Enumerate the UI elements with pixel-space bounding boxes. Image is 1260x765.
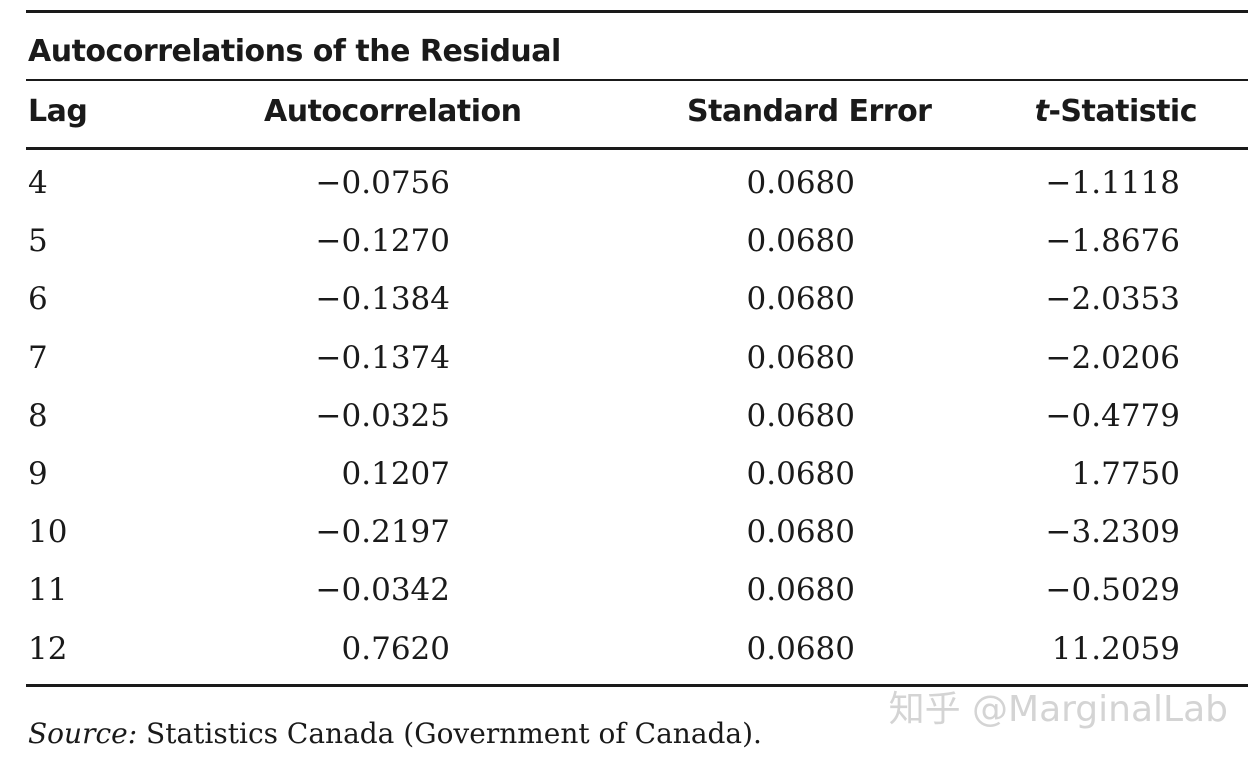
- cell-lag: 12: [28, 630, 68, 667]
- cell-autocorrelation: −0.1384: [315, 281, 450, 318]
- cell-lag: 4: [28, 165, 48, 201]
- watermark: 知乎 @MarginalLab: [888, 689, 1228, 730]
- table-body: 4 −0.0756 0.0680 −1.1118 5 −0.1270 0.068…: [0, 154, 1260, 678]
- table-title-rule: [26, 79, 1248, 81]
- cell-autocorrelation: −0.1374: [315, 339, 450, 376]
- cell-lag: 10: [28, 514, 68, 551]
- header-t-statistic: t-Statistic: [1034, 90, 1198, 134]
- cell-autocorrelation: −0.2197: [315, 514, 450, 551]
- cell-t-statistic: −1.8676: [1045, 223, 1180, 260]
- cell-standard-error: 0.0680: [746, 165, 855, 201]
- cell-standard-error: 0.0680: [746, 572, 855, 609]
- cell-standard-error: 0.0680: [746, 514, 855, 551]
- header-autocorrelation: Autocorrelation: [264, 94, 522, 129]
- table-row: 9 0.1207 0.0680 1.7750: [0, 445, 1260, 503]
- cell-autocorrelation: 0.7620: [341, 630, 450, 667]
- cell-standard-error: 0.0680: [746, 281, 855, 318]
- header-lag: Lag: [28, 94, 88, 129]
- cell-t-statistic: −0.5029: [1045, 572, 1180, 609]
- cell-t-statistic: −0.4779: [1045, 397, 1180, 434]
- cell-t-statistic: −2.0206: [1045, 339, 1180, 376]
- table-row: 4 −0.0756 0.0680 −1.1118: [0, 154, 1260, 212]
- cell-t-statistic: 1.7750: [1071, 455, 1180, 492]
- table-row: 7 −0.1374 0.0680 −2.0206: [0, 329, 1260, 387]
- cell-standard-error: 0.0680: [746, 397, 855, 434]
- source-label: Source:: [28, 717, 138, 750]
- table-title: Autocorrelations of the Residual: [28, 34, 561, 69]
- table-bottom-rule: [26, 684, 1248, 687]
- cell-t-statistic: −1.1118: [1045, 165, 1180, 201]
- cell-autocorrelation: −0.0325: [315, 397, 450, 434]
- cell-lag: 6: [28, 281, 48, 318]
- table-row: 8 −0.0325 0.0680 −0.4779: [0, 387, 1260, 445]
- source-text: Statistics Canada (Government of Canada)…: [137, 717, 762, 750]
- cell-t-statistic: 11.2059: [1051, 630, 1180, 667]
- cell-autocorrelation: −0.0756: [315, 165, 450, 201]
- cell-t-statistic: −2.0353: [1045, 281, 1180, 318]
- header-t-italic: t: [1034, 94, 1049, 129]
- header-standard-error: Standard Error: [687, 94, 932, 129]
- cell-standard-error: 0.0680: [746, 339, 855, 376]
- cell-autocorrelation: 0.1207: [341, 455, 450, 492]
- cell-standard-error: 0.0680: [746, 455, 855, 492]
- cell-lag: 9: [28, 455, 48, 492]
- table-header-rule: [26, 147, 1248, 150]
- table-row: 5 −0.1270 0.0680 −1.8676: [0, 212, 1260, 270]
- cell-autocorrelation: −0.0342: [315, 572, 450, 609]
- table-row: 6 −0.1384 0.0680 −2.0353: [0, 270, 1260, 328]
- cell-lag: 8: [28, 397, 48, 434]
- table-row: 11 −0.0342 0.0680 −0.5029: [0, 561, 1260, 619]
- table-row: 12 0.7620 0.0680 11.2059: [0, 620, 1260, 678]
- cell-t-statistic: −3.2309: [1045, 514, 1180, 551]
- cell-standard-error: 0.0680: [746, 223, 855, 260]
- table-row: 10 −0.2197 0.0680 −3.2309: [0, 503, 1260, 561]
- table-top-rule: [26, 10, 1248, 13]
- cell-lag: 7: [28, 339, 48, 376]
- cell-lag: 5: [28, 223, 48, 260]
- table-header-row: Lag Autocorrelation Standard Error t-Sta…: [0, 90, 1260, 134]
- header-t-suffix: -Statistic: [1048, 94, 1197, 129]
- cell-standard-error: 0.0680: [746, 630, 855, 667]
- cell-lag: 11: [28, 572, 68, 609]
- source-note: Source: Statistics Canada (Government of…: [28, 712, 762, 756]
- cell-autocorrelation: −0.1270: [315, 223, 450, 260]
